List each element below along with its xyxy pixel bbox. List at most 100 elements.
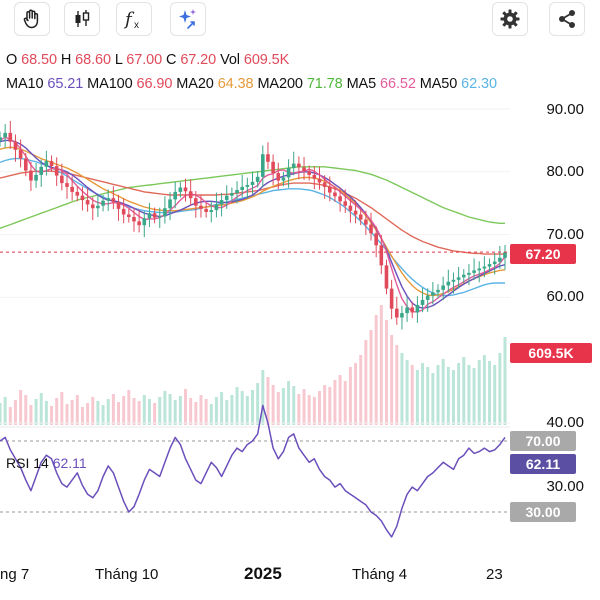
candlesticks [0, 120, 507, 330]
volume-bar [446, 367, 450, 425]
rsi-line [0, 404, 506, 538]
volume-bar [405, 360, 409, 425]
candle-body [173, 191, 178, 200]
volume-bar [91, 397, 95, 425]
time-axis-label: ng 7 [0, 566, 30, 583]
ma100-value: 66.90 [136, 76, 173, 92]
volume-bar [317, 391, 321, 425]
volume-bar [281, 388, 285, 425]
volume-bar [297, 394, 301, 425]
volume-bar [39, 393, 43, 425]
candle-body [482, 266, 487, 269]
ai-sparkle-button[interactable] [170, 2, 206, 36]
candle-body [374, 233, 378, 246]
candle-body [3, 132, 7, 138]
volume-bar [374, 315, 378, 425]
settings-button[interactable] [492, 2, 528, 36]
volume-bar [106, 399, 110, 425]
time-axis-label: 23 [486, 566, 503, 583]
volume-bar [44, 401, 48, 425]
candle-body [255, 176, 260, 182]
candle-body [101, 200, 105, 206]
volume-bar [251, 390, 254, 425]
chart-toolbar: f x [0, 0, 600, 40]
volume-bar [354, 363, 358, 425]
volume-bar [498, 353, 502, 425]
volume-bar [122, 396, 126, 425]
candle-body [127, 214, 131, 218]
grid-lines [0, 108, 510, 424]
candle-body [487, 264, 492, 267]
candlestick-icon [75, 10, 90, 27]
volume-bar [451, 370, 455, 425]
candle-body [163, 208, 167, 217]
volume-bar [163, 391, 167, 425]
rsi-axis-label: 30.00 [546, 478, 584, 495]
candle-body [90, 204, 95, 209]
candle-body [420, 299, 425, 305]
candle-body [446, 281, 451, 286]
volume-bar [230, 395, 234, 425]
volume-bar [153, 403, 157, 425]
candle-body [65, 183, 69, 187]
ma50-value: 62.30 [461, 76, 497, 92]
volume-bar [276, 392, 280, 425]
candle-body [75, 191, 80, 196]
volume-bar [101, 405, 105, 425]
volume-bar [410, 365, 414, 425]
candle-body [400, 313, 404, 318]
volume-bar [19, 390, 23, 425]
volume-bar [379, 305, 383, 425]
volume-bar [271, 385, 275, 425]
candle-body [384, 265, 389, 289]
candle-body [8, 132, 13, 142]
candle-body [266, 154, 270, 162]
volume-bar [503, 337, 507, 425]
volume-bar [488, 361, 492, 425]
candle-body [291, 163, 296, 169]
hand-tool-button[interactable] [14, 2, 50, 36]
volume-bar [8, 407, 12, 425]
candle-body [492, 261, 497, 265]
volume-bar [467, 365, 471, 425]
sparkle-icon [179, 9, 196, 29]
candle-body [498, 257, 502, 262]
volume-bar [34, 399, 38, 425]
indicator-function-button[interactable]: f x [116, 2, 152, 36]
volume-bar [204, 399, 208, 425]
close-value: 67.20 [180, 52, 217, 68]
volume-bar [235, 387, 239, 425]
ohlc-readout: O 68.50 H 68.60 L 67.00 C 67.20 Vol 609.… [6, 52, 289, 68]
price-axis-label: 90.00 [546, 101, 584, 118]
volume-bars [0, 305, 507, 425]
candlestick-button[interactable] [64, 2, 100, 36]
volume-bar [86, 403, 90, 425]
volume-bar [158, 397, 162, 425]
candle-body [85, 200, 90, 205]
time-axis-label: Tháng 4 [352, 566, 408, 583]
ma5-label: MA5 [346, 76, 377, 92]
volume-bar [173, 400, 177, 425]
candle-body [286, 168, 291, 178]
low-value: 67.00 [126, 52, 163, 68]
ma100-label: MA100 [87, 76, 133, 92]
volume-bar [13, 400, 17, 425]
share-button[interactable] [549, 2, 585, 36]
volume-bar [395, 345, 399, 425]
candle-body [168, 199, 172, 209]
candle-body [343, 201, 348, 206]
candle-body [503, 252, 507, 258]
candle-body [317, 178, 322, 183]
volume-bar [302, 389, 306, 425]
rsi-pane [0, 404, 510, 538]
candle-body [54, 166, 59, 176]
rsi-label: RSI 14 [6, 455, 49, 471]
volume-bar [29, 405, 33, 425]
candle-body [276, 173, 281, 181]
svg-text:x: x [134, 20, 139, 30]
volume-bar [80, 407, 84, 425]
volume-bar [436, 365, 440, 425]
low-label: L [114, 52, 123, 68]
price-axis-label: 60.00 [546, 288, 584, 305]
